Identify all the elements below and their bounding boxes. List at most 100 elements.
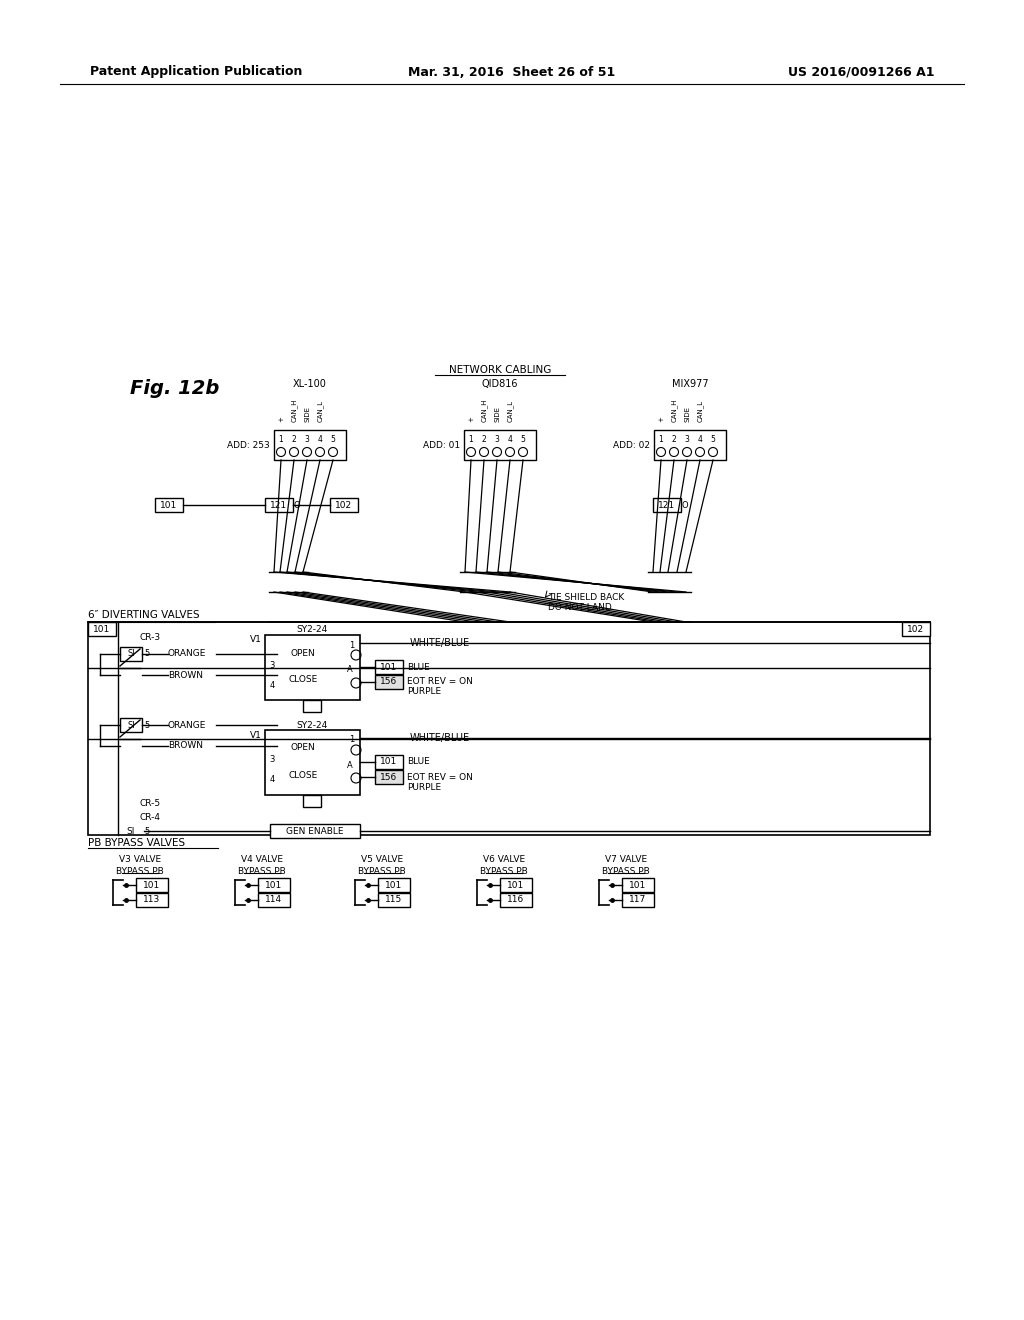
Text: 114: 114	[265, 895, 283, 904]
Text: 3: 3	[685, 436, 689, 445]
Text: 2: 2	[292, 436, 296, 445]
Text: 5: 5	[144, 826, 150, 836]
Bar	[375, 770, 403, 784]
Bar	[136, 878, 168, 892]
Text: V5 VALVE: V5 VALVE	[360, 855, 403, 865]
Bar	[265, 730, 360, 795]
Text: 1: 1	[469, 436, 473, 445]
Text: 2: 2	[481, 436, 486, 445]
Text: 4: 4	[317, 436, 323, 445]
Text: CR-5: CR-5	[140, 799, 161, 808]
Text: CAN_L: CAN_L	[696, 400, 703, 422]
Text: PB BYPASS VALVES: PB BYPASS VALVES	[88, 838, 185, 847]
Text: ORANGE: ORANGE	[168, 649, 207, 659]
Text: SY2-24: SY2-24	[296, 721, 328, 730]
Text: CAN_L: CAN_L	[316, 400, 324, 422]
Text: SI: SI	[127, 649, 135, 659]
Text: 101: 101	[380, 758, 397, 767]
Text: 101: 101	[385, 880, 402, 890]
Text: 3: 3	[269, 755, 274, 764]
Text: BROWN: BROWN	[168, 671, 203, 680]
Text: 5: 5	[520, 436, 525, 445]
Text: QID816: QID816	[481, 379, 518, 389]
Text: DO NOT LAND: DO NOT LAND	[548, 603, 611, 612]
Text: O: O	[293, 500, 300, 510]
Text: 117: 117	[630, 895, 646, 904]
Bar	[258, 878, 290, 892]
Text: 156: 156	[380, 772, 397, 781]
Text: BLUE: BLUE	[407, 758, 430, 767]
Text: CLOSE: CLOSE	[289, 771, 317, 780]
Text: 5: 5	[144, 721, 150, 730]
Text: Patent Application Publication: Patent Application Publication	[90, 66, 302, 78]
Text: 3: 3	[495, 436, 500, 445]
Text: XL-100: XL-100	[293, 379, 327, 389]
Text: 156: 156	[380, 677, 397, 686]
Text: ADD: 253: ADD: 253	[227, 441, 270, 450]
Text: CR-3: CR-3	[140, 634, 161, 643]
Text: TIE SHIELD BACK: TIE SHIELD BACK	[548, 593, 625, 602]
Text: V1: V1	[250, 635, 262, 644]
Text: CLOSE: CLOSE	[289, 676, 317, 685]
Text: 3: 3	[304, 436, 309, 445]
Text: 101: 101	[161, 500, 177, 510]
Text: 4: 4	[697, 436, 702, 445]
Bar	[330, 498, 358, 512]
Text: ORANGE: ORANGE	[168, 721, 207, 730]
Text: BYPASS PB: BYPASS PB	[602, 866, 650, 875]
Bar	[155, 498, 183, 512]
Text: SI: SI	[127, 826, 135, 836]
Text: EOT REV = ON: EOT REV = ON	[407, 772, 473, 781]
Bar	[622, 878, 654, 892]
Bar	[120, 718, 142, 733]
Text: 1: 1	[279, 436, 284, 445]
Text: V7 VALVE: V7 VALVE	[605, 855, 647, 865]
Text: 2: 2	[672, 436, 677, 445]
Text: 4: 4	[508, 436, 512, 445]
Text: V1: V1	[250, 730, 262, 739]
Text: US 2016/0091266 A1: US 2016/0091266 A1	[787, 66, 934, 78]
Text: V6 VALVE: V6 VALVE	[483, 855, 525, 865]
Text: A: A	[347, 665, 353, 675]
Text: EOT REV = ON: EOT REV = ON	[407, 677, 473, 686]
Bar	[375, 755, 403, 770]
Text: 102: 102	[336, 500, 352, 510]
Text: 101: 101	[507, 880, 524, 890]
Text: BROWN: BROWN	[168, 742, 203, 751]
Text: O: O	[681, 500, 688, 510]
Bar	[274, 430, 346, 459]
Bar	[120, 647, 142, 661]
Bar	[375, 675, 403, 689]
Text: SIDE: SIDE	[304, 407, 310, 422]
Text: SIDE: SIDE	[494, 407, 500, 422]
Text: CR-4: CR-4	[140, 813, 161, 821]
Text: A: A	[347, 760, 353, 770]
Text: OPEN: OPEN	[291, 743, 315, 752]
Bar	[303, 795, 321, 807]
Text: 113: 113	[143, 895, 161, 904]
Bar	[375, 660, 403, 675]
Text: SY2-24: SY2-24	[296, 626, 328, 635]
Text: BYPASS PB: BYPASS PB	[358, 866, 406, 875]
Text: 1: 1	[658, 436, 664, 445]
Text: 101: 101	[265, 880, 283, 890]
Text: +: +	[468, 416, 474, 422]
Text: CAN_L: CAN_L	[507, 400, 513, 422]
Bar	[265, 498, 293, 512]
Text: 121: 121	[270, 500, 288, 510]
Text: SIDE: SIDE	[684, 407, 690, 422]
Text: 101: 101	[143, 880, 161, 890]
Bar	[378, 878, 410, 892]
Text: CAN_H: CAN_H	[671, 399, 677, 422]
Bar	[265, 635, 360, 700]
Text: 1: 1	[349, 640, 354, 649]
Text: 101: 101	[630, 880, 646, 890]
Text: BYPASS PB: BYPASS PB	[480, 866, 528, 875]
Text: WHITE/BLUE: WHITE/BLUE	[410, 638, 470, 648]
Text: 102: 102	[907, 624, 925, 634]
Text: 101: 101	[93, 624, 111, 634]
Bar	[258, 894, 290, 907]
Text: CAN_H: CAN_H	[291, 399, 297, 422]
Text: 121: 121	[658, 500, 676, 510]
Text: 5: 5	[711, 436, 716, 445]
